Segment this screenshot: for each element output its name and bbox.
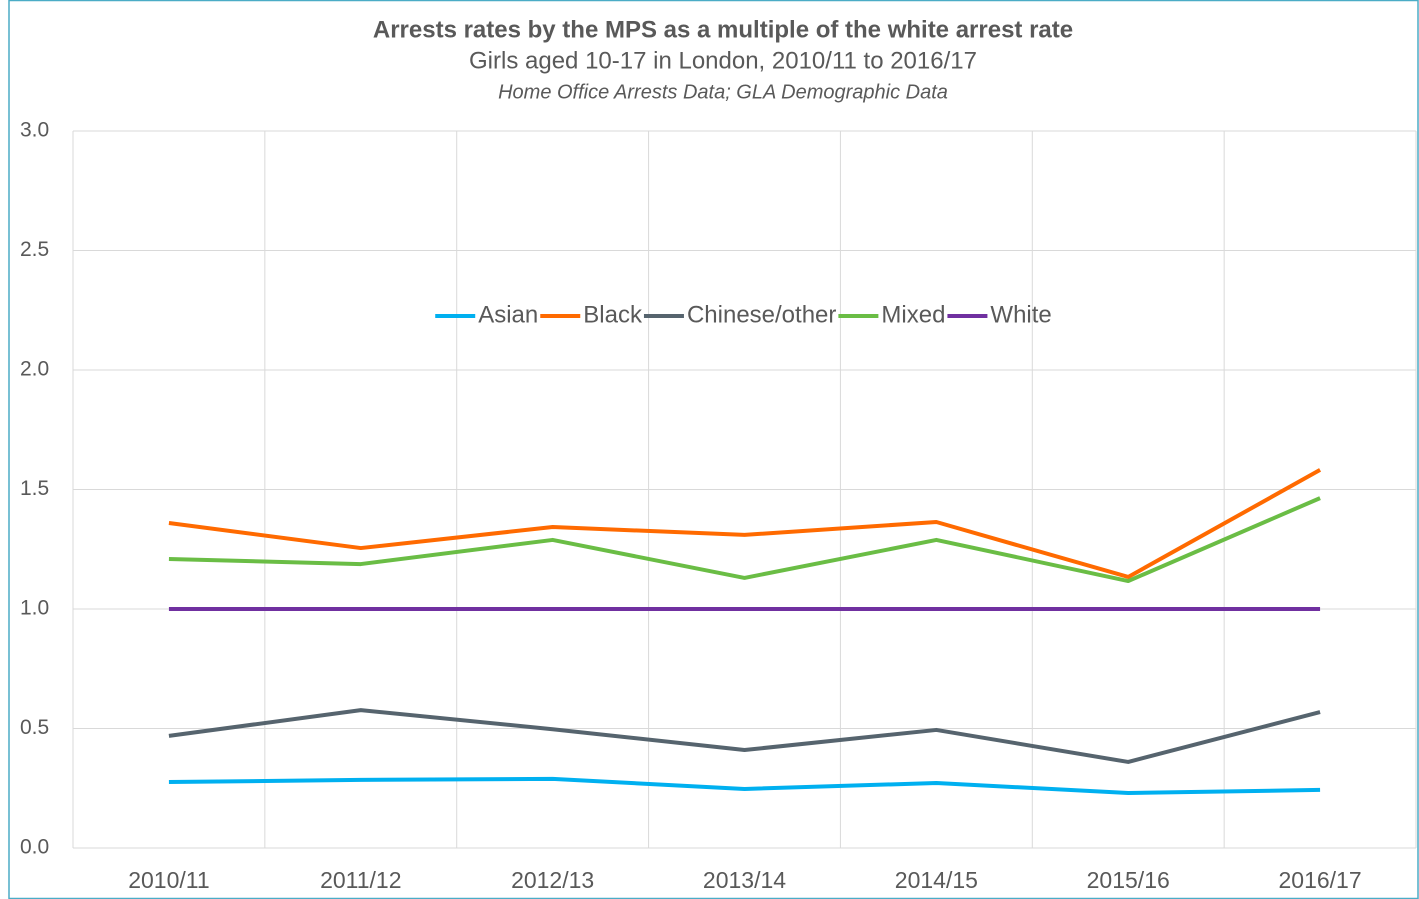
series-line <box>168 776 1321 796</box>
legend-label: Mixed <box>881 301 945 328</box>
x-tick-label: 2015/16 <box>1087 867 1170 893</box>
series-line <box>168 708 1321 764</box>
y-tick-label: 0.0 <box>20 836 49 859</box>
x-tick-label: 2013/14 <box>703 867 786 893</box>
y-tick-label: 1.5 <box>20 477 49 500</box>
legend-label: Asian <box>478 301 538 328</box>
legend-label: White <box>990 301 1051 328</box>
y-tick-label: 1.0 <box>20 597 49 620</box>
chart-frame <box>8 0 1419 899</box>
x-tick-label: 2016/17 <box>1279 867 1362 893</box>
y-tick-label: 2.5 <box>20 238 49 261</box>
legend-label: Black <box>583 301 643 328</box>
legend: Asian Black Chinese/other Mixed White <box>435 301 1052 328</box>
y-tick-label: 2.0 <box>20 358 49 381</box>
y-tick-label: 0.5 <box>20 716 49 739</box>
chart-source: Home Office Arrests Data; GLA Demographi… <box>498 81 948 103</box>
y-tick-label: 3.0 <box>20 119 49 142</box>
legend-label: Chinese/other <box>687 301 836 328</box>
x-tick-label: 2010/11 <box>128 867 209 893</box>
x-tick-label: 2011/12 <box>320 867 401 893</box>
series-line <box>168 468 1322 579</box>
series-line <box>168 496 1321 584</box>
x-tick-label: 2014/15 <box>895 867 978 893</box>
chart-subtitle: Girls aged 10-17 in London, 2010/11 to 2… <box>469 47 977 74</box>
chart-title: Arrests rates by the MPS as a multiple o… <box>373 16 1073 43</box>
x-tick-label: 2012/13 <box>511 867 594 893</box>
